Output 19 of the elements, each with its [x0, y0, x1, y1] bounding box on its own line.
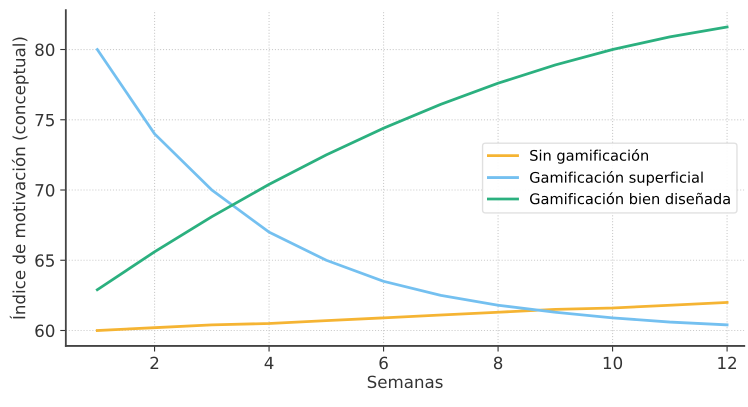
- legend-label: Sin gamificación: [530, 149, 648, 164]
- x-tick-label: 10: [604, 356, 622, 370]
- y-tick-label: 60: [35, 324, 54, 338]
- x-tick-label: 12: [718, 356, 736, 370]
- line-series: [96, 26, 728, 292]
- y-tick-label: 75: [36, 114, 54, 126]
- y-axis-title: Índice de motivación (conceptual): [10, 38, 29, 319]
- line-series: [96, 301, 728, 332]
- y-tick-label: 65: [35, 254, 54, 267]
- x-tick-label: 2: [150, 356, 158, 370]
- x-axis-title: Semanas: [368, 376, 443, 388]
- x-tick-label: 6: [379, 356, 388, 370]
- y-tick-label: 80: [35, 43, 54, 56]
- x-tick-label: 8: [494, 356, 502, 370]
- x-tick-label: 4: [264, 356, 274, 370]
- y-tick-label: 70: [36, 184, 54, 197]
- legend-label: Gamificación superficial: [530, 171, 703, 186]
- line-series: [96, 48, 728, 326]
- legend-label: Gamificación bien diseñada: [530, 192, 730, 204]
